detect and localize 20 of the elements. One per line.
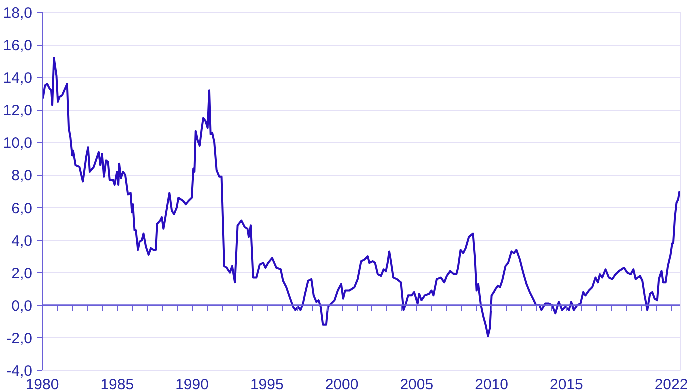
y-tick-label: 8,0	[12, 168, 33, 185]
y-tick-label: 14,0	[3, 70, 33, 88]
x-tick-label: 2022	[654, 376, 688, 392]
y-tick-label: 12,0	[3, 102, 33, 120]
y-tick-label: 2,0	[12, 265, 33, 282]
y-tick-label: 6,0	[12, 200, 33, 218]
y-tick-label: 10,0	[3, 135, 33, 152]
x-tick-label: 1995	[250, 376, 284, 392]
y-tick-label: 16,0	[3, 38, 33, 55]
x-tick-label: 1985	[100, 376, 134, 392]
x-tick-label: 2015	[550, 376, 584, 392]
y-tick-label: 4,0	[12, 232, 33, 250]
x-tick-label: 1990	[176, 376, 209, 392]
x-tick-label: 2005	[400, 376, 434, 392]
x-tick-label: 2010	[475, 376, 508, 392]
y-tick-label: -2,0	[6, 330, 33, 348]
line-series	[42, 57, 680, 338]
x-tick-label: 2000	[325, 376, 359, 392]
y-tick-label: 0,0	[12, 298, 33, 315]
y-tick-label: 18,0	[3, 5, 33, 22]
